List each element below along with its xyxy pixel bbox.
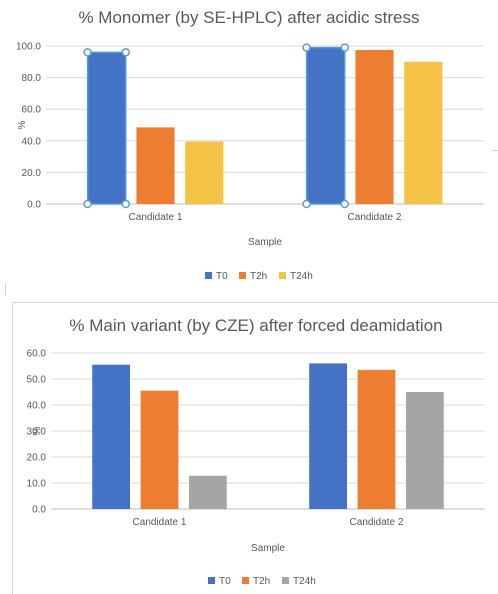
bar-t24h-candidate-1[interactable]: [188, 475, 227, 509]
y-tick-label: 50.0: [27, 375, 47, 386]
selection-handle[interactable]: [83, 199, 92, 209]
chart-title[interactable]: % Main variant (by CZE) after forced dea…: [69, 316, 443, 335]
y-axis-title: %: [32, 426, 43, 435]
bar-t2h-candidate-1[interactable]: [140, 390, 179, 509]
selection-handle[interactable]: [121, 48, 131, 57]
selection-handle[interactable]: [302, 199, 311, 209]
selection-handle[interactable]: [83, 48, 92, 57]
bar-t0-candidate-1[interactable]: [92, 364, 131, 509]
bar-t0-candidate-1[interactable]: [87, 52, 126, 204]
y-tick-label: 30.0: [27, 427, 47, 438]
bar-t24h-candidate-1[interactable]: [185, 141, 224, 204]
x-tick-label: Candidate 2: [350, 517, 404, 528]
monomer-chart[interactable]: % Monomer (by SE-HPLC) after acidic stre…: [0, 0, 498, 290]
y-tick-label: 60.0: [27, 349, 47, 360]
chart-title[interactable]: % Monomer (by SE-HPLC) after acidic stre…: [78, 8, 420, 27]
legend-swatch-t2h: [239, 272, 246, 279]
selection-handle[interactable]: [340, 43, 350, 52]
sheet-cursor-mark: [5, 283, 6, 295]
legend-label: T0: [216, 271, 228, 282]
bar-t2h-candidate-2[interactable]: [357, 369, 396, 509]
legend-swatch-t24h: [282, 577, 289, 584]
x-tick-label: Candidate 1: [133, 517, 187, 528]
legend-swatch-t0: [205, 272, 212, 279]
y-axis-title: %: [17, 120, 28, 129]
x-axis-title: Sample: [248, 237, 282, 248]
legend-label: T24h: [293, 576, 316, 587]
y-tick-label: 10.0: [27, 479, 47, 490]
legend-label: T24h: [290, 271, 313, 282]
selection-handle[interactable]: [121, 199, 131, 209]
y-tick-label: 40.0: [27, 401, 47, 412]
selection-handle[interactable]: [340, 199, 350, 209]
legend-swatch-t2h: [242, 577, 249, 584]
selection-outline: [305, 46, 346, 205]
y-tick-label: 0.0: [32, 505, 46, 516]
x-tick-label: Candidate 2: [348, 212, 402, 223]
bar-t2h-candidate-2[interactable]: [355, 49, 394, 205]
bar-t24h-candidate-2[interactable]: [404, 61, 443, 204]
bar-t0-candidate-2[interactable]: [309, 363, 348, 509]
x-axis-title: Sample: [251, 543, 285, 554]
y-tick-label: 100.0: [16, 42, 41, 53]
y-tick-label: 60.0: [22, 105, 42, 116]
y-tick-label: 80.0: [22, 73, 42, 84]
y-tick-label: 20.0: [22, 168, 42, 179]
legend-swatch-t24h: [279, 272, 286, 279]
legend-swatch-t0: [208, 577, 215, 584]
main-variant-chart[interactable]: % Main variant (by CZE) after forced dea…: [12, 302, 498, 594]
legend-label: T2h: [250, 271, 267, 282]
legend-label: T0: [219, 576, 231, 587]
y-tick-label: 40.0: [22, 136, 42, 147]
y-tick-label: 20.0: [27, 453, 47, 464]
sheet-gridline: [492, 150, 498, 151]
y-tick-label: 0.0: [27, 200, 41, 211]
monomer-chart-plot[interactable]: 0.0 20.0 40.0 60.0 80.0 100.0% Candidate 1 Cand…: [0, 0, 498, 290]
bar-t0-candidate-2[interactable]: [306, 47, 345, 204]
x-tick-label: Candidate 1: [129, 212, 183, 223]
selection-handle[interactable]: [302, 43, 311, 52]
bar-t24h-candidate-2[interactable]: [405, 392, 444, 509]
main-variant-chart-plot[interactable]: 0.0 10.0 20.0 30.0 40.0 50.0 60.0% Candidate 1 C…: [13, 303, 498, 594]
legend-label: T2h: [253, 576, 270, 587]
selection-outline: [86, 51, 127, 205]
bar-t2h-candidate-1[interactable]: [136, 127, 175, 204]
